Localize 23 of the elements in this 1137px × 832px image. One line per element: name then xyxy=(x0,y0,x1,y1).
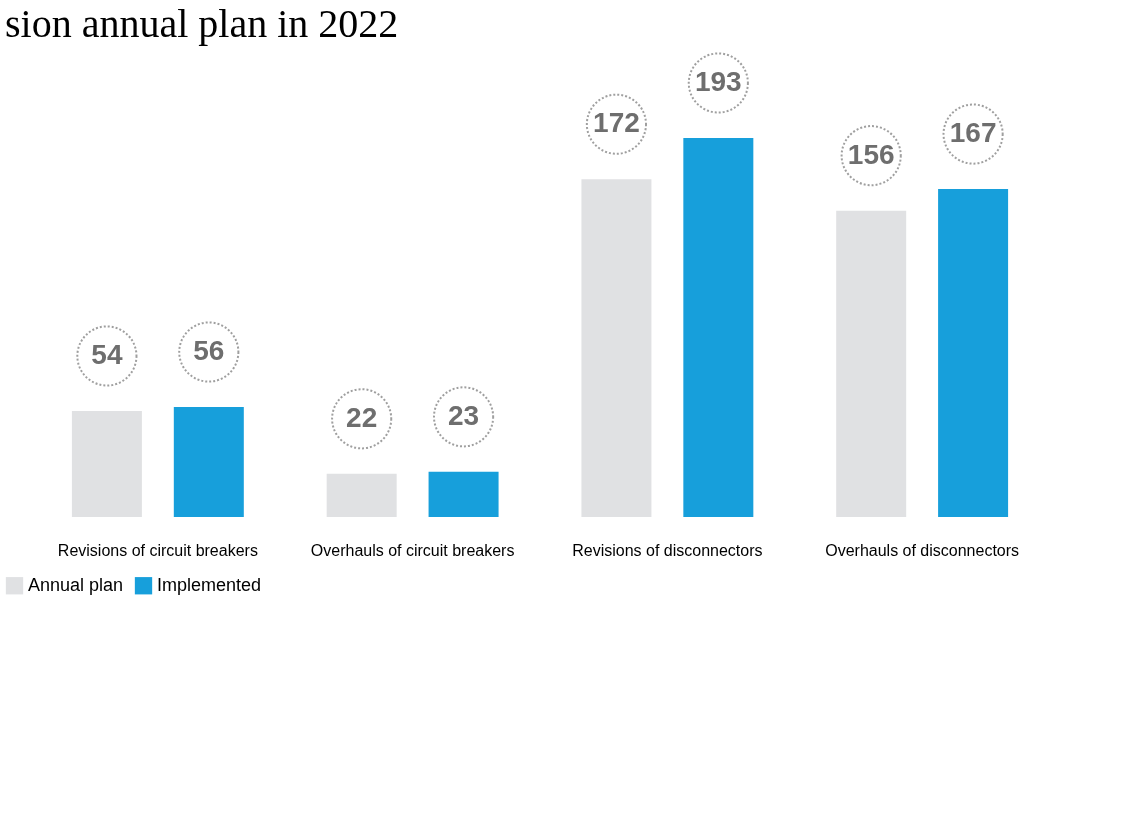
bar xyxy=(581,179,652,517)
x-tick-label: Overhauls of disconnectors xyxy=(825,541,1020,559)
bar xyxy=(836,210,907,517)
x-tick-label: Revisions of circuit breakers xyxy=(57,541,258,559)
chart-title: sion annual plan in 2022 xyxy=(5,1,399,47)
data-label: 54 xyxy=(91,338,123,370)
data-label: 172 xyxy=(593,107,640,139)
legend-label: Annual plan xyxy=(28,574,124,595)
data-label: 156 xyxy=(847,138,895,170)
bar xyxy=(173,407,244,517)
data-label: 23 xyxy=(447,399,480,431)
data-label: 22 xyxy=(346,401,378,433)
legend-label: Implemented xyxy=(157,574,262,595)
bar xyxy=(326,473,397,517)
bar xyxy=(71,410,142,517)
x-tick-label: Overhauls of circuit breakers xyxy=(310,541,515,559)
data-label: 167 xyxy=(949,117,997,149)
bar xyxy=(428,471,499,517)
data-label: 56 xyxy=(193,335,225,367)
x-tick-label: Revisions of disconnectors xyxy=(572,541,763,559)
bar xyxy=(683,138,754,517)
data-label: 193 xyxy=(694,66,742,97)
bar xyxy=(938,189,1009,517)
